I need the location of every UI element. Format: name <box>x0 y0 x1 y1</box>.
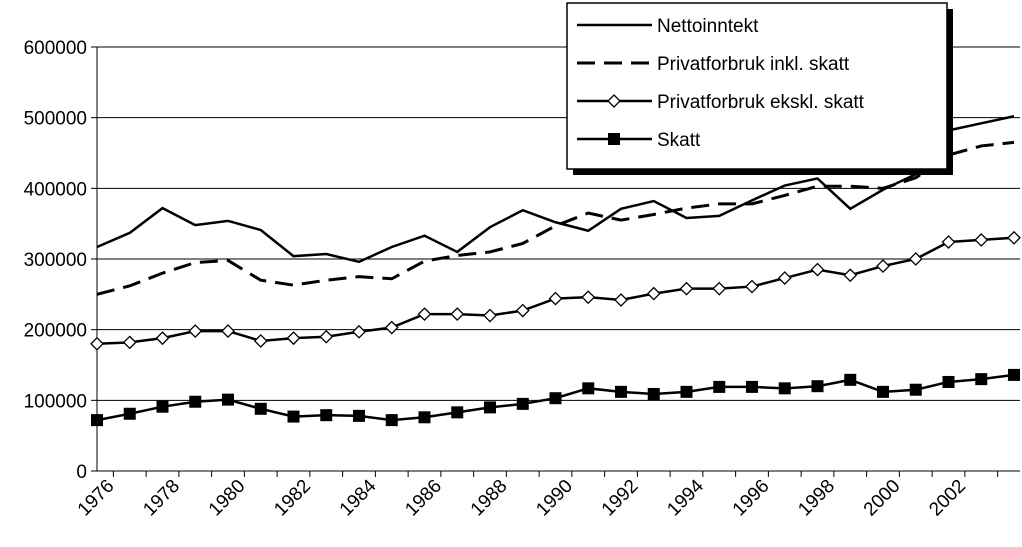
point <box>450 307 465 322</box>
point <box>451 406 464 419</box>
point <box>122 335 137 350</box>
point <box>941 235 956 249</box>
point <box>484 401 496 414</box>
x-tick-label: 2002 <box>925 476 970 521</box>
point <box>582 382 595 395</box>
point <box>155 331 170 346</box>
point <box>778 382 791 395</box>
point <box>713 380 726 393</box>
point <box>319 329 334 344</box>
line <box>96 140 1015 296</box>
x-tick-label: 1994 <box>663 475 708 520</box>
point <box>548 291 563 306</box>
point <box>1008 368 1020 381</box>
series <box>96 140 1015 296</box>
point <box>384 320 399 335</box>
point <box>516 397 529 410</box>
point <box>91 414 103 427</box>
x-tick-label: 1986 <box>401 476 446 521</box>
point <box>254 402 267 415</box>
point <box>253 334 268 348</box>
x-tick-label: 1998 <box>794 476 839 521</box>
y-tick-label: 300000 <box>24 250 87 271</box>
y-tick-label: 100000 <box>24 391 87 412</box>
point <box>188 324 203 338</box>
point <box>123 407 136 420</box>
y-tick-label: 600000 <box>24 38 87 59</box>
line <box>96 236 1015 346</box>
x-tick-label: 1982 <box>270 476 315 521</box>
point <box>385 414 398 427</box>
point <box>320 409 333 422</box>
legend-label: Privatforbruk ekskl. skatt <box>657 92 865 113</box>
point <box>222 393 234 406</box>
x-tick-label: 1978 <box>139 476 184 521</box>
y-tick-label: 0 <box>76 462 87 483</box>
legend-label: Nettoinntekt <box>657 16 759 37</box>
point <box>515 303 530 318</box>
point <box>974 233 989 247</box>
point <box>189 395 202 408</box>
point <box>581 290 596 305</box>
point <box>745 279 759 294</box>
y-tick-label: 500000 <box>24 109 87 130</box>
series <box>96 115 1015 264</box>
point <box>908 252 923 266</box>
point <box>1007 230 1021 245</box>
point <box>287 410 300 423</box>
x-tick-label: 1980 <box>205 476 250 521</box>
point <box>549 392 562 405</box>
point <box>286 331 301 346</box>
legend-label: Privatforbruk inkl. skatt <box>657 54 850 75</box>
point <box>844 373 857 386</box>
point <box>746 380 758 393</box>
point <box>418 411 431 424</box>
legend-marker <box>608 133 620 145</box>
point <box>712 281 727 296</box>
point <box>843 268 858 283</box>
point <box>352 324 366 339</box>
point <box>614 293 628 307</box>
point <box>646 286 661 301</box>
series <box>90 230 1021 351</box>
y-tick-label: 400000 <box>24 179 87 200</box>
x-tick-label: 1990 <box>532 476 577 521</box>
point <box>417 307 432 322</box>
point <box>680 385 693 398</box>
legend <box>566 2 948 170</box>
point <box>615 385 627 398</box>
legend-marker <box>607 94 621 108</box>
x-tick-label: 1988 <box>467 476 512 521</box>
x-tick-label: 1992 <box>598 476 643 521</box>
point <box>221 324 235 338</box>
series <box>91 368 1020 427</box>
point <box>777 271 792 285</box>
line <box>96 115 1015 264</box>
point <box>811 380 824 393</box>
point <box>909 383 922 396</box>
point <box>156 400 169 413</box>
x-tick-label: 2000 <box>860 476 905 521</box>
legend-label: Skatt <box>657 130 701 151</box>
point <box>942 375 955 388</box>
y-tick-label: 200000 <box>24 321 87 342</box>
point <box>90 336 104 351</box>
point <box>647 387 660 400</box>
point <box>877 385 889 398</box>
x-tick-label: 1996 <box>729 476 774 521</box>
point <box>975 373 988 386</box>
point <box>810 262 825 277</box>
point <box>353 409 365 422</box>
point <box>876 259 890 273</box>
x-tick-label: 1984 <box>336 475 381 520</box>
point <box>483 308 497 323</box>
point <box>679 281 694 296</box>
